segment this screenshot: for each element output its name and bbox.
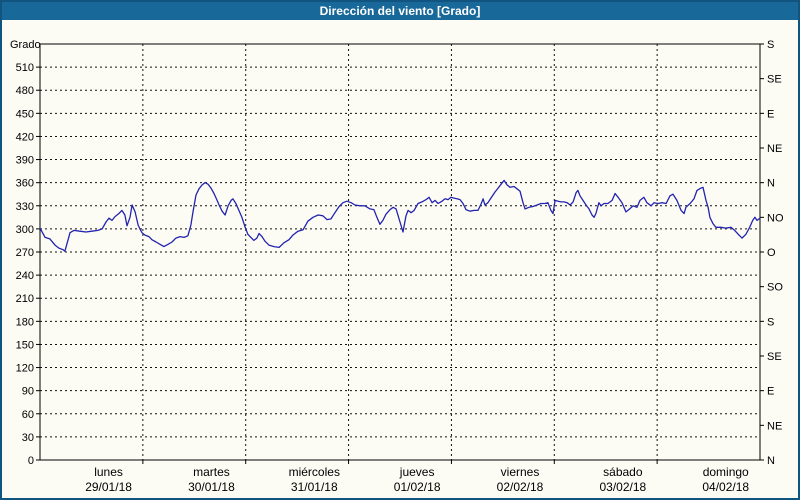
svg-text:360: 360 xyxy=(16,178,34,190)
svg-text:Grado: Grado xyxy=(10,39,41,51)
svg-text:120: 120 xyxy=(16,363,34,375)
svg-text:E: E xyxy=(767,386,774,398)
svg-text:240: 240 xyxy=(16,270,34,282)
svg-text:210: 210 xyxy=(16,293,34,305)
svg-text:lunes: lunes xyxy=(94,465,123,479)
svg-text:02/02/18: 02/02/18 xyxy=(497,480,544,494)
svg-text:S: S xyxy=(767,39,774,51)
svg-text:330: 330 xyxy=(16,201,34,213)
svg-text:NO: NO xyxy=(767,212,784,224)
svg-text:SO: SO xyxy=(767,282,783,294)
svg-text:270: 270 xyxy=(16,247,34,259)
svg-text:domingo: domingo xyxy=(703,465,749,479)
svg-text:150: 150 xyxy=(16,339,34,351)
svg-text:390: 390 xyxy=(16,155,34,167)
svg-text:90: 90 xyxy=(22,386,34,398)
svg-text:sábado: sábado xyxy=(603,465,643,479)
svg-text:180: 180 xyxy=(16,316,34,328)
svg-text:NE: NE xyxy=(767,420,782,432)
svg-text:N: N xyxy=(767,178,775,190)
svg-text:SE: SE xyxy=(767,74,782,86)
svg-text:31/01/18: 31/01/18 xyxy=(291,480,338,494)
svg-text:04/02/18: 04/02/18 xyxy=(702,480,749,494)
svg-text:O: O xyxy=(767,247,776,259)
svg-text:300: 300 xyxy=(16,224,34,236)
svg-text:viernes: viernes xyxy=(501,465,540,479)
svg-text:martes: martes xyxy=(193,465,230,479)
svg-text:60: 60 xyxy=(22,409,34,421)
svg-text:480: 480 xyxy=(16,85,34,97)
wind-direction-chart: 0 30 60 90 120 150 180 210 240 270 300 330 360 390 420… xyxy=(10,39,784,494)
svg-text:30: 30 xyxy=(22,432,34,444)
svg-text:01/02/18: 01/02/18 xyxy=(394,480,441,494)
svg-text:0: 0 xyxy=(28,455,34,467)
svg-text:E: E xyxy=(767,108,774,120)
svg-text:miércoles: miércoles xyxy=(289,465,340,479)
title-bar: Dirección del viento [Grado] xyxy=(2,2,798,20)
svg-text:S: S xyxy=(767,316,774,328)
svg-text:510: 510 xyxy=(16,62,34,74)
svg-text:30/01/18: 30/01/18 xyxy=(188,480,235,494)
svg-text:jueves: jueves xyxy=(399,465,435,479)
svg-text:SE: SE xyxy=(767,351,782,363)
svg-text:29/01/18: 29/01/18 xyxy=(85,480,132,494)
svg-text:450: 450 xyxy=(16,108,34,120)
chart-title: Dirección del viento [Grado] xyxy=(319,4,481,18)
svg-text:N: N xyxy=(767,455,775,467)
svg-text:420: 420 xyxy=(16,131,34,143)
svg-text:03/02/18: 03/02/18 xyxy=(599,480,646,494)
svg-text:NE: NE xyxy=(767,143,782,155)
